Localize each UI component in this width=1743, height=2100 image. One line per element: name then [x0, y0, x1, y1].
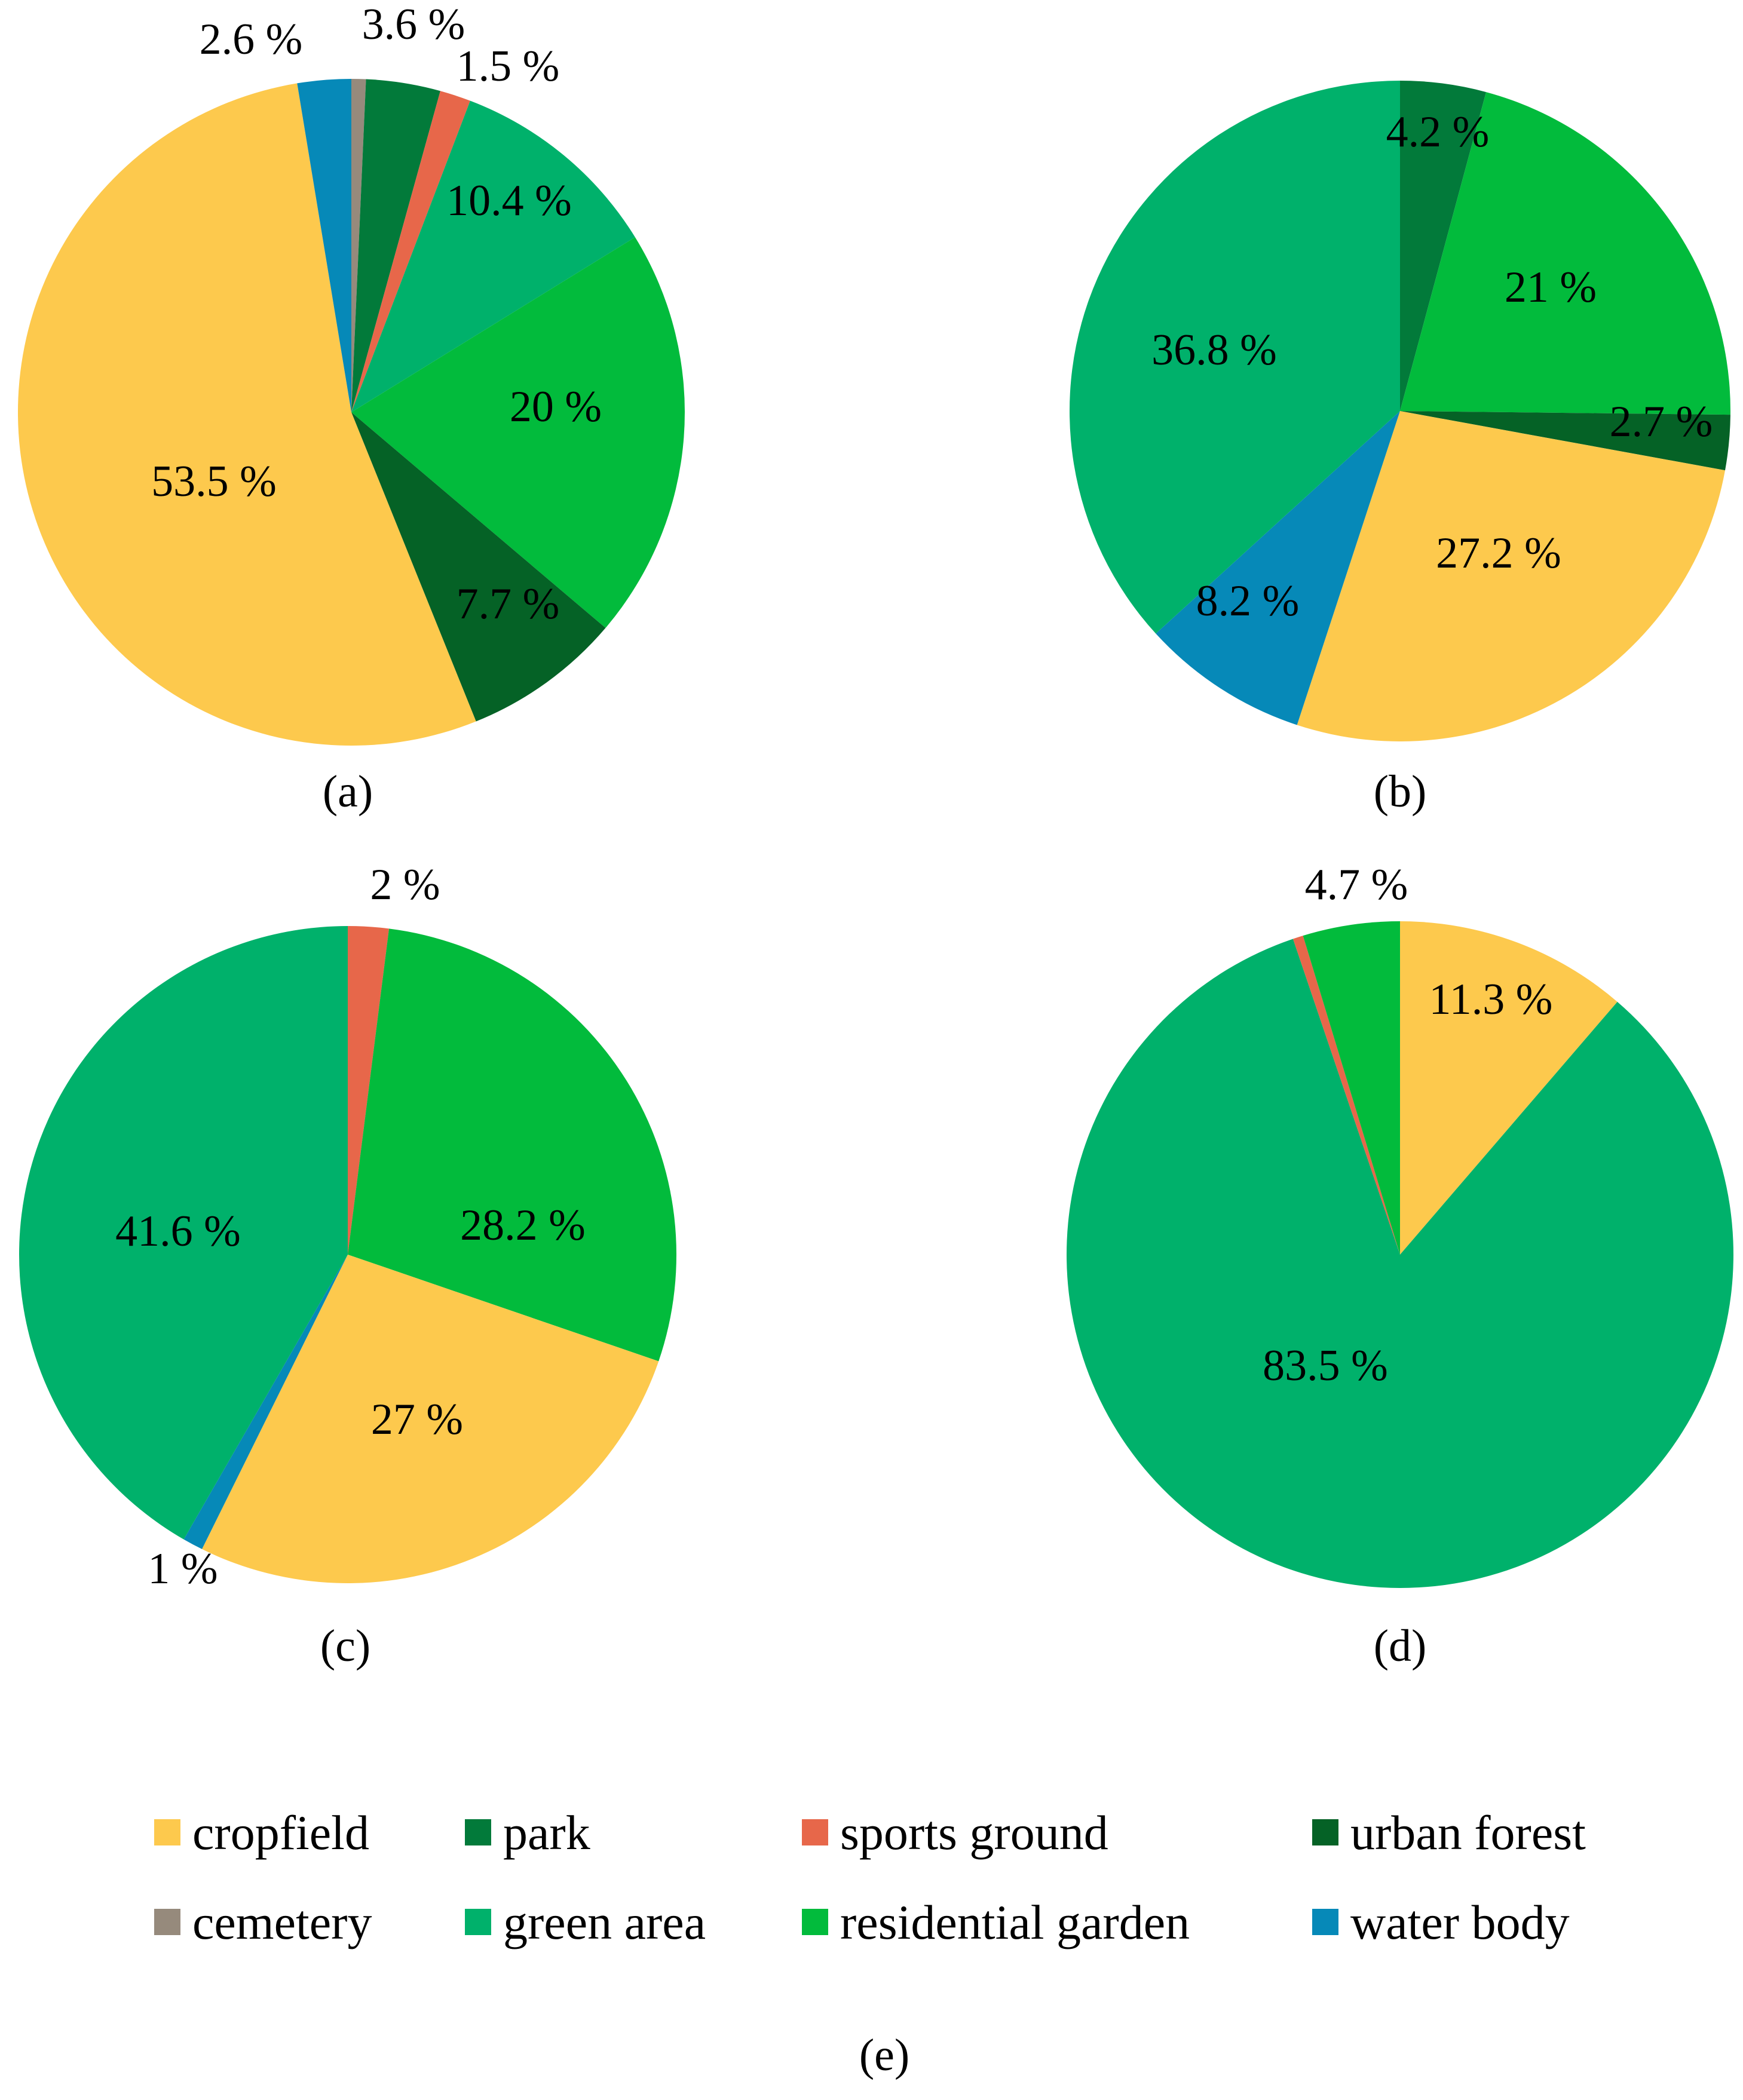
- pie-slice-urban-forest: [351, 412, 606, 722]
- slice-label-water-body: 2.6 %: [200, 15, 303, 64]
- slice-label-park: 3.6 %: [362, 0, 465, 49]
- pie-slice-cropfield: [202, 1255, 659, 1584]
- slice-label-green-area: 10.4 %: [446, 176, 572, 225]
- pie-slice-park: [1400, 81, 1487, 411]
- slice-label-cropfield: 27.2 %: [1436, 529, 1561, 578]
- legend-swatch-park: [465, 1819, 491, 1845]
- panel-label-a: (a): [323, 767, 373, 817]
- pie-slice-residential-garden: [1400, 92, 1731, 415]
- legend-label-water-body: water body: [1350, 1895, 1570, 1949]
- slice-label-cropfield: 27 %: [371, 1395, 463, 1444]
- legend-label-cropfield: cropfield: [192, 1805, 369, 1860]
- legend-label-sports-ground: sports ground: [840, 1805, 1108, 1860]
- slice-label-green-area: 41.6 %: [115, 1207, 241, 1256]
- pie-slice-sports-ground: [351, 91, 470, 413]
- pie-slice-cemetery: [351, 79, 366, 412]
- slice-label-green-area: 83.5 %: [1263, 1341, 1388, 1390]
- pie-slice-cropfield: [17, 83, 476, 746]
- pie-slice-cropfield: [1297, 411, 1726, 741]
- pie-slice-residential-garden: [1303, 921, 1400, 1255]
- slice-label-cropfield: 11.3 %: [1429, 975, 1553, 1024]
- legend: cropfield park sports ground urban forest ce…: [154, 1805, 1586, 1949]
- slice-label-water-body: 8.2 %: [1196, 577, 1300, 626]
- panel-label-d: (d): [1374, 1621, 1427, 1671]
- panel-label-b: (b): [1374, 767, 1427, 817]
- legend-label-urban-forest: urban forest: [1350, 1805, 1586, 1860]
- legend-swatch-cemetery: [154, 1909, 180, 1935]
- pie-slice-sports-ground: [348, 926, 390, 1255]
- legend-swatch-cropfield: [154, 1819, 180, 1845]
- pie-slice-green-area: [351, 100, 635, 412]
- slice-label-cropfield: 53.5 %: [151, 457, 277, 506]
- legend-swatch-urban-forest: [1312, 1819, 1338, 1845]
- pie-chart-d: 11.3 % 83.5 % 4.7 %: [1067, 860, 1734, 1588]
- pie-slice-green-area: [19, 926, 348, 1540]
- slice-label-residential-garden: 4.7 %: [1305, 860, 1408, 909]
- pie-slice-sports-ground: [1292, 936, 1400, 1255]
- slice-label-residential-garden: 21 %: [1505, 263, 1597, 312]
- slice-label-urban-forest: 7.7 %: [457, 580, 560, 629]
- pie-slice-water-body: [183, 1255, 348, 1549]
- pie-slice-park: [351, 79, 440, 413]
- legend-label-green-area: green area: [503, 1895, 706, 1949]
- slice-label-sports-ground: 2 %: [370, 860, 440, 909]
- slice-label-residential-garden: 28.2 %: [460, 1201, 586, 1250]
- pie-slice-cropfield: [1400, 921, 1618, 1255]
- legend-swatch-water-body: [1312, 1909, 1338, 1935]
- legend-label-park: park: [503, 1805, 590, 1860]
- pie-slice-green-area: [1067, 939, 1734, 1588]
- pie-slice-water-body: [1156, 411, 1400, 725]
- pie-slice-residential-garden: [348, 928, 677, 1362]
- slice-label-urban-forest: 2.7 %: [1610, 397, 1713, 446]
- legend-label-cemetery: cemetery: [192, 1895, 372, 1949]
- legend-label-residential-garden: residential garden: [840, 1895, 1190, 1949]
- slice-label-residential-garden: 20 %: [510, 382, 602, 431]
- slice-label-green-area: 36.8 %: [1151, 326, 1277, 375]
- pie-slice-residential-garden: [351, 237, 685, 629]
- slice-label-park: 4.2 %: [1386, 108, 1490, 157]
- pie-chart-c: 2 % 28.2 % 27 % 1 % 41.6 %: [19, 860, 677, 1593]
- pie-slice-green-area: [1069, 81, 1400, 634]
- slice-label-water-body: 1 %: [148, 1544, 218, 1593]
- pie-slice-urban-forest: [1400, 411, 1730, 471]
- panel-label-c: (c): [320, 1621, 370, 1671]
- panel-label-e: (e): [859, 2030, 909, 2080]
- legend-swatch-residential-garden: [802, 1909, 828, 1935]
- pie-chart-b: 4.2 % 21 % 2.7 % 27.2 % 8.2 % 36.8 %: [1069, 81, 1731, 741]
- pie-chart-a: 3.6 %1.5 % 10.4 % 20 % 7.7 % 53.5 % 2.6 %: [17, 0, 685, 746]
- pie-slice-water-body: [297, 79, 351, 412]
- legend-swatch-sports-ground: [802, 1819, 828, 1845]
- slice-label-sports-ground: 1.5 %: [457, 42, 560, 91]
- legend-swatch-green-area: [465, 1909, 491, 1935]
